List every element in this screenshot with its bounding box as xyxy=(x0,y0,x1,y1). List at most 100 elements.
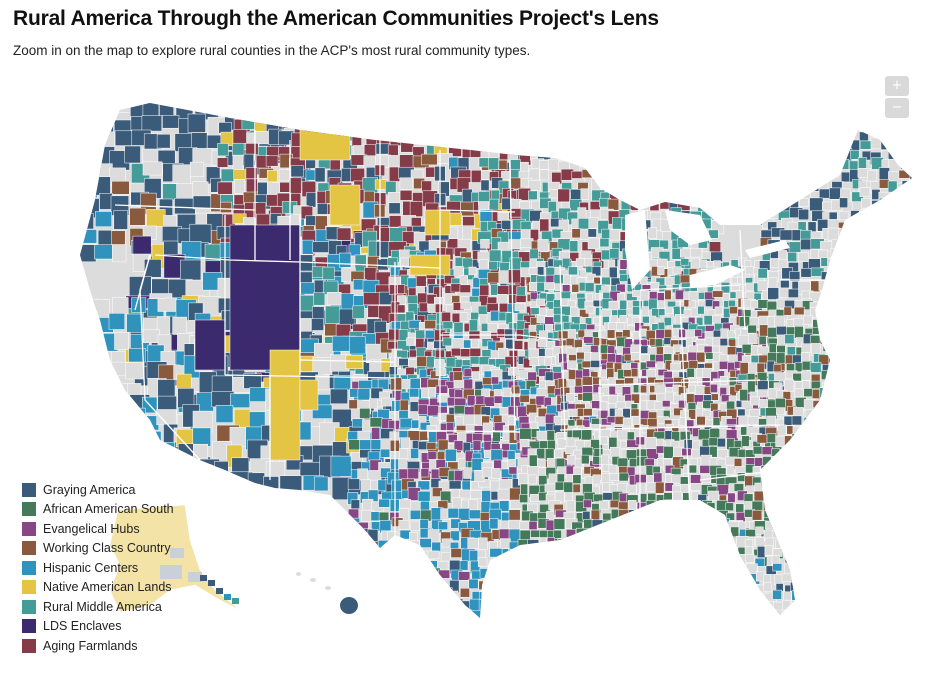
county[interactable] xyxy=(829,301,838,311)
county[interactable] xyxy=(490,376,499,385)
county[interactable] xyxy=(709,383,718,393)
county[interactable] xyxy=(78,344,93,360)
county[interactable] xyxy=(544,282,555,290)
county[interactable] xyxy=(189,161,205,177)
county[interactable] xyxy=(368,398,378,409)
county[interactable] xyxy=(745,553,755,563)
county[interactable] xyxy=(663,317,672,327)
county[interactable] xyxy=(716,519,729,531)
county[interactable] xyxy=(766,433,776,443)
county[interactable] xyxy=(664,557,673,569)
county[interactable] xyxy=(440,551,451,562)
county[interactable] xyxy=(907,179,917,189)
county[interactable] xyxy=(838,316,848,326)
county[interactable] xyxy=(142,161,163,176)
county[interactable] xyxy=(128,348,147,363)
county[interactable] xyxy=(174,198,196,215)
county[interactable] xyxy=(471,169,483,183)
county[interactable] xyxy=(657,292,665,302)
county[interactable] xyxy=(451,295,461,304)
county[interactable] xyxy=(618,537,628,548)
county[interactable] xyxy=(269,349,301,461)
county[interactable] xyxy=(607,345,616,355)
county[interactable] xyxy=(772,458,782,470)
county[interactable] xyxy=(748,333,758,345)
county[interactable] xyxy=(399,560,409,572)
county[interactable] xyxy=(565,553,578,564)
county[interactable] xyxy=(622,329,631,338)
county[interactable] xyxy=(857,299,868,312)
county[interactable] xyxy=(776,352,786,364)
county[interactable] xyxy=(639,177,651,187)
county[interactable] xyxy=(771,464,780,474)
county[interactable] xyxy=(147,431,162,452)
county[interactable] xyxy=(807,178,820,192)
county[interactable] xyxy=(683,530,697,540)
county[interactable] xyxy=(690,483,703,491)
county[interactable] xyxy=(711,211,722,221)
county[interactable] xyxy=(836,435,849,448)
county[interactable] xyxy=(348,399,358,410)
county[interactable] xyxy=(553,544,565,556)
county[interactable] xyxy=(92,299,110,321)
county[interactable] xyxy=(803,417,813,427)
county[interactable] xyxy=(882,247,895,261)
county[interactable] xyxy=(77,128,97,149)
county[interactable] xyxy=(313,292,326,306)
county[interactable] xyxy=(629,188,642,198)
county[interactable] xyxy=(908,209,917,223)
county[interactable] xyxy=(589,352,600,361)
county[interactable] xyxy=(82,442,98,456)
county[interactable] xyxy=(829,337,841,346)
county[interactable] xyxy=(437,601,448,616)
county[interactable] xyxy=(609,161,620,171)
county[interactable] xyxy=(348,559,359,571)
county[interactable] xyxy=(610,177,620,187)
county[interactable] xyxy=(507,117,519,129)
county[interactable] xyxy=(359,540,371,552)
county[interactable] xyxy=(357,468,368,481)
county[interactable] xyxy=(787,180,801,193)
county[interactable] xyxy=(839,308,854,320)
county[interactable] xyxy=(720,575,732,584)
county[interactable] xyxy=(771,529,785,539)
county[interactable] xyxy=(449,590,459,605)
county[interactable] xyxy=(619,189,629,203)
county[interactable] xyxy=(831,311,842,324)
county[interactable] xyxy=(738,609,750,620)
county[interactable] xyxy=(508,568,523,579)
county[interactable] xyxy=(546,537,555,549)
county[interactable] xyxy=(709,527,721,540)
county[interactable] xyxy=(857,267,870,280)
county[interactable] xyxy=(849,250,860,263)
county[interactable] xyxy=(717,438,726,448)
county[interactable] xyxy=(546,555,559,568)
county[interactable] xyxy=(762,456,772,467)
county[interactable] xyxy=(389,557,398,570)
county[interactable] xyxy=(421,610,432,620)
county[interactable] xyxy=(544,371,555,382)
county[interactable] xyxy=(741,435,750,447)
county[interactable] xyxy=(771,475,782,489)
county[interactable] xyxy=(509,582,519,591)
county[interactable] xyxy=(747,416,759,425)
county[interactable] xyxy=(618,509,630,518)
county[interactable] xyxy=(741,344,752,354)
county[interactable] xyxy=(794,381,804,390)
county[interactable] xyxy=(497,488,511,500)
county[interactable] xyxy=(793,407,804,417)
county[interactable] xyxy=(488,147,499,159)
county[interactable] xyxy=(478,356,490,365)
county[interactable] xyxy=(897,220,907,234)
county[interactable] xyxy=(813,414,823,426)
alaska-borough[interactable] xyxy=(208,580,215,586)
county[interactable] xyxy=(809,197,824,212)
county[interactable] xyxy=(888,272,901,283)
county[interactable] xyxy=(581,169,595,179)
county[interactable] xyxy=(556,473,565,483)
county[interactable] xyxy=(812,319,822,329)
county[interactable] xyxy=(656,300,665,309)
county[interactable] xyxy=(779,169,794,179)
county[interactable] xyxy=(910,199,922,211)
county[interactable] xyxy=(911,308,922,323)
